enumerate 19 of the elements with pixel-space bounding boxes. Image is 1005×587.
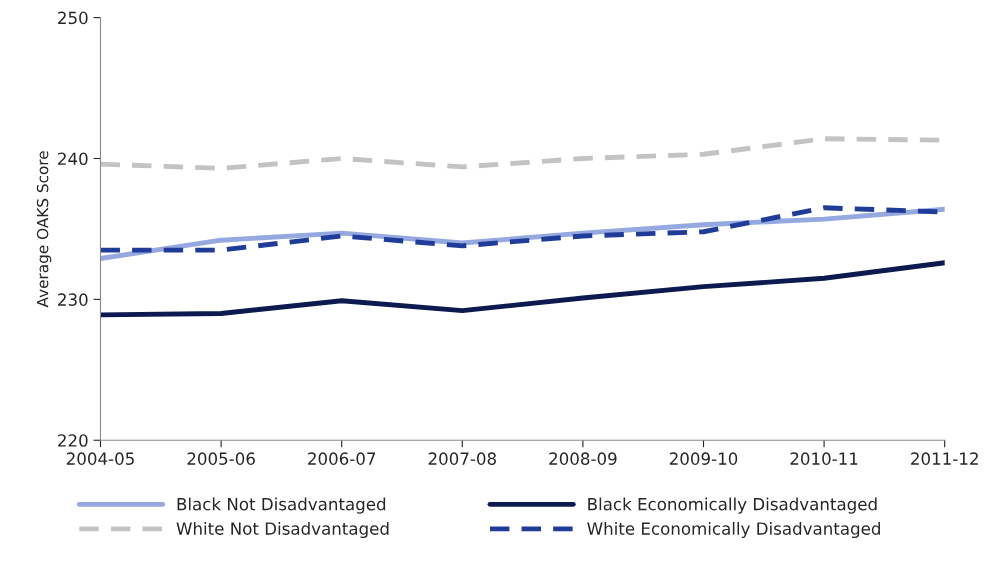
legend-label: White Economically Disadvantaged xyxy=(587,521,880,539)
x-tick-label: 2009-10 xyxy=(669,452,738,465)
x-tick-label: 2005-06 xyxy=(187,452,255,465)
legend-label: Black Not Disadvantaged xyxy=(177,497,386,514)
y-tick-label: 250 xyxy=(58,11,88,25)
y-tick-label: 230 xyxy=(58,293,88,306)
x-tick-label: 2006-07 xyxy=(308,452,376,465)
y-tick-label: 240 xyxy=(58,152,88,166)
x-tick-label: 2008-09 xyxy=(549,452,617,465)
y-axis-title: Average OAKS Score xyxy=(36,151,52,308)
legend-label: White Not Disadvantaged xyxy=(176,521,389,539)
line-series xyxy=(100,206,945,261)
x-tick-label: 2007-08 xyxy=(428,452,496,465)
x-tick-label: 2010-11 xyxy=(790,452,858,465)
legend-label: Black Economically Disadvantaged xyxy=(588,497,877,514)
y-tick-label: 220 xyxy=(58,434,88,447)
x-tick-label: 2011-12 xyxy=(911,452,978,465)
x-tick-label: 2004-05 xyxy=(66,452,134,465)
line-series xyxy=(100,260,945,318)
